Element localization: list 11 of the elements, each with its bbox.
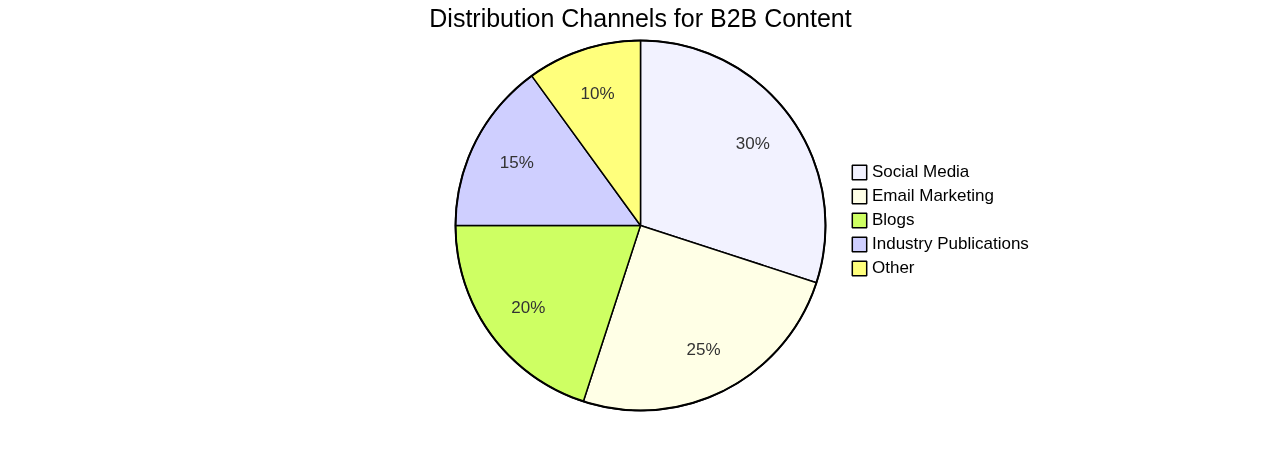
- data-label: 15%: [499, 153, 534, 173]
- legend-label: Industry Publications: [872, 234, 1029, 254]
- legend-label: Blogs: [872, 210, 915, 230]
- data-label: 30%: [735, 134, 770, 154]
- legend-label: Social Media: [872, 162, 970, 182]
- data-label: 10%: [580, 84, 615, 104]
- data-label: 25%: [686, 339, 721, 359]
- legend-label: Email Marketing: [872, 186, 994, 206]
- legend-label: Other: [872, 258, 915, 278]
- chart-title: Distribution Channels for B2B Content: [429, 3, 852, 32]
- data-label: 20%: [511, 297, 546, 317]
